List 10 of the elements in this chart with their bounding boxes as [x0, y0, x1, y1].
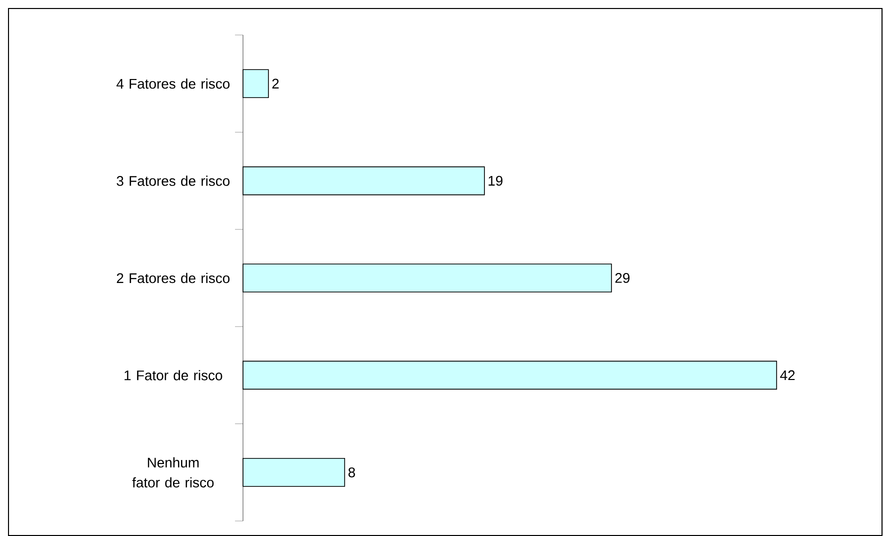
data-label: 19	[488, 176, 502, 186]
data-label: 8	[348, 467, 356, 478]
y-tick-label: Nenhum fator de risco	[132, 457, 214, 488]
y-tick-label: 3 Fatores de risco	[116, 176, 230, 186]
data-label: 2	[272, 78, 279, 88]
data-label: 29	[615, 273, 630, 283]
y-tick-label: 2 Fatores de risco	[116, 272, 230, 284]
y-tick-label: 1 Fator de risco	[124, 370, 222, 380]
data-label: 42	[780, 370, 795, 380]
y-tick-label: 4 Fatores de risco	[116, 78, 230, 89]
